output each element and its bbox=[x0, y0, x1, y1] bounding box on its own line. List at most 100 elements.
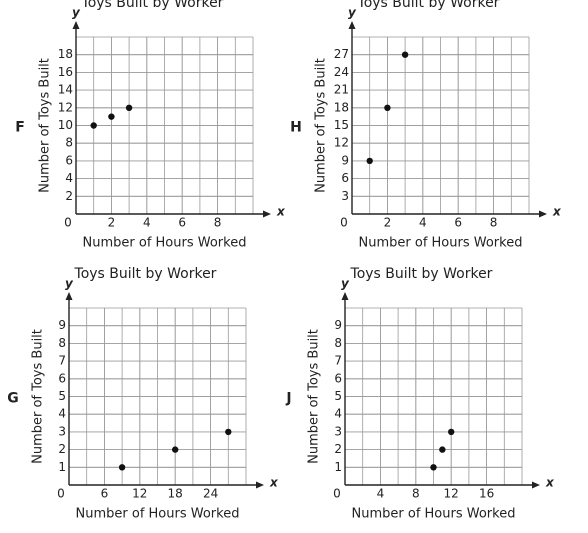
y-tick-label: 8 bbox=[58, 336, 66, 350]
y-tick-label: 3 bbox=[341, 189, 349, 203]
y-arrow bbox=[72, 21, 80, 29]
point bbox=[118, 464, 126, 471]
x-tick-label: 0 bbox=[333, 487, 341, 501]
y-tick-label: 21 bbox=[334, 83, 349, 97]
y-arrow bbox=[65, 292, 73, 300]
x-axis-letter: x bbox=[552, 205, 562, 219]
y-tick-label: 18 bbox=[334, 100, 349, 114]
chart-title: Toys Built by Worker bbox=[81, 0, 224, 11]
y-tick-label: 24 bbox=[334, 65, 349, 79]
point bbox=[430, 464, 437, 471]
x-tick-label: 8 bbox=[412, 487, 420, 501]
y-tick-label: 1 bbox=[58, 460, 66, 474]
y-axis-letter: y bbox=[341, 277, 350, 291]
x-tick-label: 6 bbox=[101, 487, 109, 501]
x-tick-label: 4 bbox=[419, 216, 427, 230]
x-tick-label: 0 bbox=[64, 216, 72, 230]
x-axis-title: Number of Hours Worked bbox=[352, 507, 516, 522]
x-tick-label: 16 bbox=[479, 487, 494, 501]
x-axis-title: Number of Hours Worked bbox=[359, 236, 523, 251]
y-tick-label: 12 bbox=[58, 100, 73, 114]
y-tick-label: 5 bbox=[334, 389, 342, 403]
y-tick-label: 10 bbox=[58, 118, 73, 132]
x-tick-label: 12 bbox=[444, 487, 459, 501]
x-tick-label: 2 bbox=[108, 216, 116, 230]
x-tick-label: 0 bbox=[340, 216, 348, 230]
y-tick-label: 6 bbox=[334, 371, 342, 385]
x-tick-label: 6 bbox=[178, 216, 186, 230]
option-letter: J bbox=[285, 391, 291, 407]
x-arrow bbox=[256, 481, 264, 489]
y-axis-title: Number of Toys Built bbox=[314, 58, 329, 193]
y-tick-label: 27 bbox=[334, 47, 349, 61]
y-tick-label: 6 bbox=[65, 153, 73, 167]
y-axis-title: Number of Toys Built bbox=[31, 329, 46, 464]
y-tick-label: 3 bbox=[334, 424, 342, 438]
option-letter: F bbox=[15, 120, 25, 136]
y-tick-label: 4 bbox=[65, 171, 73, 185]
x-tick-label: 4 bbox=[143, 216, 151, 230]
y-tick-label: 8 bbox=[334, 336, 342, 350]
point bbox=[125, 104, 133, 112]
y-tick-label: 7 bbox=[58, 354, 66, 368]
y-tick-label: 2 bbox=[334, 442, 342, 456]
point bbox=[439, 446, 446, 453]
y-tick-label: 5 bbox=[58, 389, 66, 403]
y-tick-label: 6 bbox=[58, 371, 66, 385]
y-tick-label: 1 bbox=[334, 460, 342, 474]
point bbox=[401, 51, 409, 58]
x-axis-title: Number of Hours Worked bbox=[76, 507, 240, 522]
x-tick-label: 4 bbox=[377, 487, 385, 501]
y-tick-label: 7 bbox=[334, 354, 342, 368]
y-axis-letter: y bbox=[348, 6, 357, 20]
y-axis-letter: y bbox=[65, 277, 74, 291]
y-tick-label: 4 bbox=[58, 407, 66, 421]
chart-title: Toys Built by Worker bbox=[350, 266, 493, 282]
x-tick-label: 8 bbox=[214, 216, 222, 230]
x-tick-label: 0 bbox=[57, 487, 65, 501]
x-tick-label: 12 bbox=[132, 487, 147, 501]
x-axis-letter: x bbox=[269, 476, 279, 490]
y-tick-label: 6 bbox=[341, 171, 349, 185]
y-tick-label: 9 bbox=[334, 318, 342, 332]
x-arrow bbox=[263, 210, 271, 218]
point bbox=[366, 157, 373, 165]
y-tick-label: 18 bbox=[58, 47, 73, 61]
y-tick-label: 8 bbox=[65, 136, 73, 150]
point bbox=[384, 104, 391, 112]
x-tick-label: 18 bbox=[168, 487, 183, 501]
y-tick-label: 2 bbox=[58, 442, 66, 456]
y-tick-label: 14 bbox=[58, 83, 73, 97]
y-tick-label: 12 bbox=[334, 136, 349, 150]
y-arrow bbox=[341, 292, 349, 300]
option-letter: G bbox=[7, 391, 19, 407]
x-axis-title: Number of Hours Worked bbox=[83, 236, 247, 251]
y-tick-label: 15 bbox=[334, 118, 349, 132]
y-tick-label: 2 bbox=[65, 189, 73, 203]
chart-title: Toys Built by Worker bbox=[357, 0, 500, 11]
y-tick-label: 3 bbox=[58, 424, 66, 438]
x-arrow bbox=[539, 210, 547, 218]
x-arrow bbox=[532, 481, 540, 489]
x-axis-letter: x bbox=[545, 476, 555, 490]
x-tick-label: 2 bbox=[384, 216, 392, 230]
y-axis-title: Number of Toys Built bbox=[307, 329, 322, 464]
y-tick-label: 9 bbox=[58, 318, 66, 332]
y-axis-title: Number of Toys Built bbox=[38, 58, 53, 193]
y-arrow bbox=[348, 21, 356, 29]
x-tick-label: 8 bbox=[490, 216, 498, 230]
point bbox=[448, 428, 455, 436]
y-tick-label: 9 bbox=[341, 153, 349, 167]
chart-title: Toys Built by Worker bbox=[74, 266, 217, 282]
x-tick-label: 6 bbox=[454, 216, 462, 230]
point bbox=[108, 113, 115, 120]
y-tick-label: 4 bbox=[334, 407, 342, 421]
point bbox=[225, 428, 232, 436]
option-letter: H bbox=[290, 120, 302, 136]
point bbox=[90, 122, 97, 129]
x-axis-letter: x bbox=[276, 205, 286, 219]
y-axis-letter: y bbox=[72, 6, 81, 20]
y-tick-label: 16 bbox=[58, 65, 73, 79]
x-tick-label: 24 bbox=[203, 487, 218, 501]
